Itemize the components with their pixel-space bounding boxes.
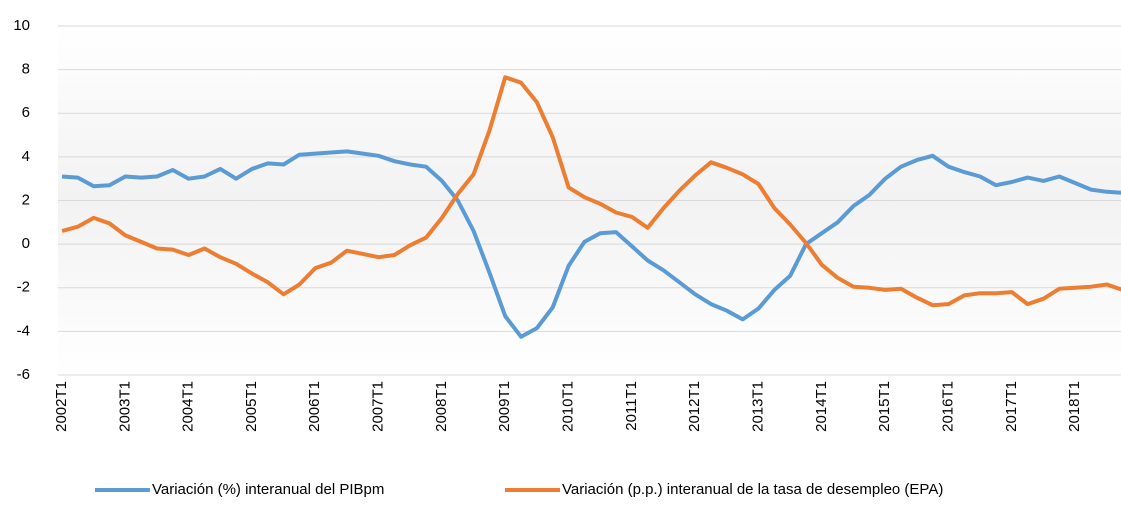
x-tick-label: 2007T1 [370, 381, 387, 432]
x-tick-label: 2009T1 [496, 381, 513, 432]
y-tick-label: 8 [22, 61, 30, 78]
legend-label: Variación (%) interanual del PIBpm [152, 481, 384, 498]
data-line [61, 75, 1121, 308]
y-tick-label: -4 [17, 322, 30, 339]
x-tick-label: 2016T1 [939, 381, 956, 432]
x-tick-label: 2018T1 [1066, 381, 1083, 432]
x-tick-label: 2015T1 [876, 381, 893, 432]
x-tick-label: 2004T1 [180, 381, 197, 432]
x-tick-label: 2008T1 [433, 381, 450, 432]
y-tick-label: 10 [13, 17, 30, 34]
x-tick-label: 2006T1 [306, 381, 323, 432]
y-tick-label: -2 [17, 279, 30, 296]
y-tick-label: 0 [22, 235, 30, 252]
y-tick-label: 4 [22, 148, 30, 165]
x-tick-label: 2011T1 [623, 381, 640, 431]
legend-label: Variación (p.p.) interanual de la tasa d… [562, 481, 943, 498]
data-line [61, 149, 1121, 339]
x-tick-label: 2014T1 [813, 381, 830, 432]
x-tick-label: 2013T1 [749, 381, 766, 432]
y-tick-label: 6 [22, 104, 30, 121]
x-tick-label: 2005T1 [243, 381, 260, 432]
y-tick-label: -6 [17, 366, 30, 383]
x-tick-label: 2012T1 [686, 381, 703, 432]
y-tick-label: 2 [22, 191, 30, 208]
x-tick-label: 2003T1 [116, 381, 133, 432]
x-tick-label: 2010T1 [560, 381, 577, 432]
x-tick-label: 2017T1 [1003, 381, 1020, 432]
x-tick-label: 2002T1 [53, 381, 70, 432]
